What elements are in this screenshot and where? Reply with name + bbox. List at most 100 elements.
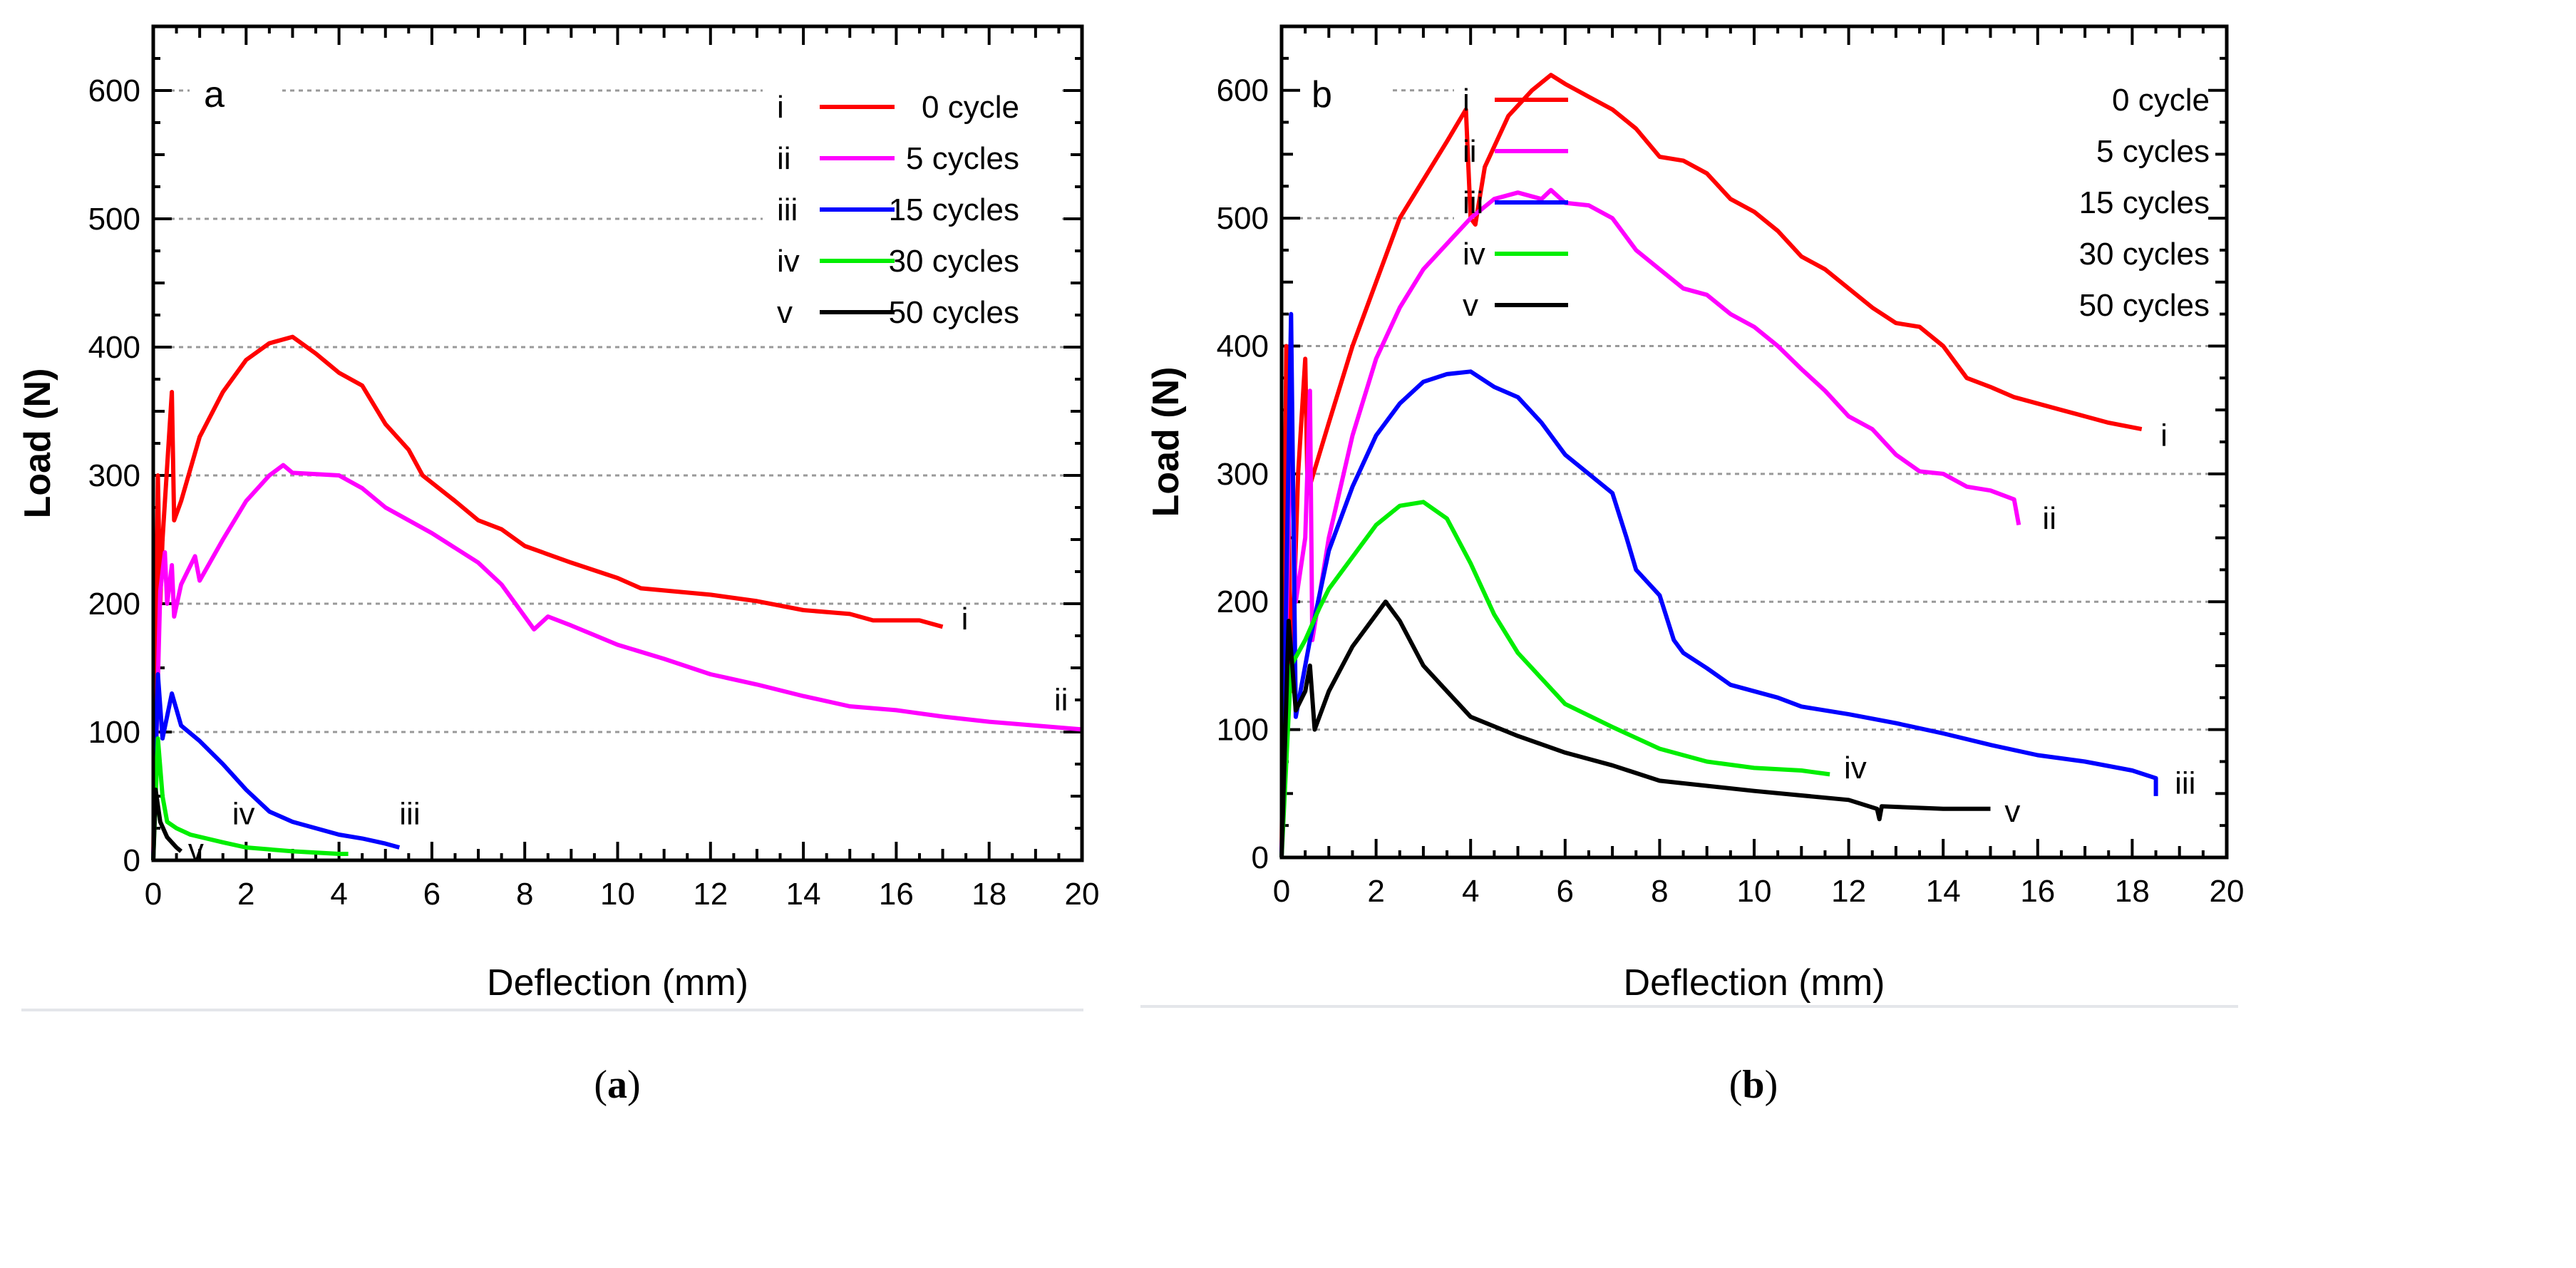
x-axis-label: Deflection (mm) xyxy=(1624,962,1885,1004)
series-end-label-i: i xyxy=(2160,418,2168,453)
series-line-iv xyxy=(1279,500,1830,858)
panel-caption: (a) xyxy=(594,1063,640,1107)
x-tick-label: 20 xyxy=(2210,874,2245,909)
legend-roman-v: v xyxy=(777,295,793,330)
legend-roman-i: i xyxy=(777,90,784,125)
legend-label-iv: 30 cycles xyxy=(889,244,1019,279)
panel-letter: b xyxy=(1312,74,1332,115)
legend-label-i: 0 cycle xyxy=(922,90,1019,125)
y-tick-label: 600 xyxy=(88,73,140,108)
y-tick-label: 200 xyxy=(1217,584,1269,619)
series-end-label-iv: iv xyxy=(232,797,255,832)
x-tick-label: 2 xyxy=(237,877,254,912)
x-tick-label: 0 xyxy=(1273,874,1290,909)
x-tick-label: 12 xyxy=(693,877,728,912)
panel-letter: a xyxy=(204,74,225,115)
legend-label-iii: 15 cycles xyxy=(2079,185,2210,220)
legend-label-v: 50 cycles xyxy=(2079,288,2210,323)
x-tick-label: 10 xyxy=(1737,874,1772,909)
series-line-i xyxy=(1279,73,2143,858)
plot-frame xyxy=(151,24,1084,862)
series-end-label-v: v xyxy=(2004,794,2020,829)
series-end-label-iii: iii xyxy=(2175,766,2195,800)
panel-letter-background xyxy=(190,71,282,121)
x-tick-label: 2 xyxy=(1367,874,1384,909)
y-tick-label: 500 xyxy=(1217,201,1269,236)
x-tick-label: 0 xyxy=(145,877,162,912)
series-line-iii xyxy=(151,672,401,861)
caption-paren-close: ) xyxy=(627,1063,641,1107)
x-tick-label: 6 xyxy=(423,877,441,912)
x-tick-label: 20 xyxy=(1065,877,1100,912)
y-tick-label: 600 xyxy=(1217,73,1269,108)
caption-letter: a xyxy=(607,1063,627,1107)
x-tick-label: 14 xyxy=(1926,874,1961,909)
x-tick-label: 8 xyxy=(1651,874,1668,909)
y-axis-label: Load (N) xyxy=(17,368,58,519)
chart-panel-b: 0 2 4 6 8 10 12 14 16 18 200100200300400500600iiii… xyxy=(1140,24,2245,1107)
plot-frame xyxy=(1279,24,2229,860)
series-line-v xyxy=(1279,599,1991,858)
legend-roman-i: i xyxy=(1463,83,1470,118)
x-tick-label: 16 xyxy=(2020,874,2055,909)
series-end-label-ii: ii xyxy=(1054,682,1068,717)
y-axis-label: Load (N) xyxy=(1145,367,1187,517)
caption-letter: b xyxy=(1742,1063,1764,1107)
legend-roman-iii: iii xyxy=(777,192,798,227)
legend: i 0 cycle ii 5 cycles iii 15 cycles iv 30 cycle… xyxy=(777,90,1019,330)
series-line-ii xyxy=(151,463,1083,861)
caption-paren-open: ( xyxy=(1729,1063,1743,1107)
y-tick-label: 0 xyxy=(123,843,140,878)
legend-label-iii: 15 cycles xyxy=(889,192,1019,227)
y-tick-label: 200 xyxy=(88,587,140,622)
series-line-v xyxy=(151,788,183,861)
y-tick-label: 300 xyxy=(88,458,140,493)
series-line-i xyxy=(151,334,944,861)
panel-caption: (b) xyxy=(1729,1063,1778,1107)
legend-label-i: 0 cycle xyxy=(2112,83,2210,118)
x-tick-label: 4 xyxy=(1462,874,1479,909)
x-tick-label: 4 xyxy=(330,877,347,912)
x-tick-label: 10 xyxy=(600,877,635,912)
legend-label-v: 50 cycles xyxy=(889,295,1019,330)
y-tick-label: 300 xyxy=(1217,457,1269,492)
y-tick-label: 0 xyxy=(1252,840,1269,875)
series-line-iv xyxy=(151,736,349,861)
panel-letter-background xyxy=(1297,71,1390,121)
legend-roman-iv: iv xyxy=(777,244,800,279)
series-end-label-v: v xyxy=(188,833,204,867)
x-tick-label: 12 xyxy=(1831,874,1866,909)
x-tick-label: 6 xyxy=(1557,874,1574,909)
legend-background xyxy=(1454,64,2224,328)
legend-roman-v: v xyxy=(1463,288,1478,323)
caption-paren-close: ) xyxy=(1765,1063,1778,1107)
legend-roman-ii: ii xyxy=(1463,134,1477,169)
series-end-label-iii: iii xyxy=(399,797,420,832)
legend-label-ii: 5 cycles xyxy=(2096,134,2210,169)
legend-roman-iii: iii xyxy=(1463,185,1483,220)
x-tick-label: 16 xyxy=(879,877,914,912)
series-end-label-ii: ii xyxy=(2042,501,2056,536)
x-tick-label: 8 xyxy=(516,877,533,912)
legend-roman-ii: ii xyxy=(777,141,791,176)
series-line-ii xyxy=(1279,187,2021,858)
y-tick-label: 400 xyxy=(88,330,140,365)
series-line-iii xyxy=(1279,311,2158,858)
legend-label-iv: 30 cycles xyxy=(2079,237,2210,272)
legend-roman-iv: iv xyxy=(1463,237,1485,272)
y-tick-label: 400 xyxy=(1217,329,1269,364)
x-tick-label: 18 xyxy=(972,877,1006,912)
legend: i 0 cycle ii 5 cycles iii 15 cycles iv 30 cycle… xyxy=(1463,83,2210,323)
x-tick-label: 14 xyxy=(786,877,821,912)
caption-paren-open: ( xyxy=(594,1063,607,1107)
legend-background xyxy=(763,71,1062,335)
legend-label-ii: 5 cycles xyxy=(906,141,1019,176)
x-tick-label: 18 xyxy=(2115,874,2150,909)
series-end-label-iv: iv xyxy=(1844,751,1867,785)
y-tick-label: 100 xyxy=(88,715,140,750)
series-end-label-i: i xyxy=(962,602,969,636)
y-tick-label: 500 xyxy=(88,202,140,237)
y-tick-label: 100 xyxy=(1217,713,1269,748)
x-axis-label: Deflection (mm) xyxy=(487,962,748,1004)
